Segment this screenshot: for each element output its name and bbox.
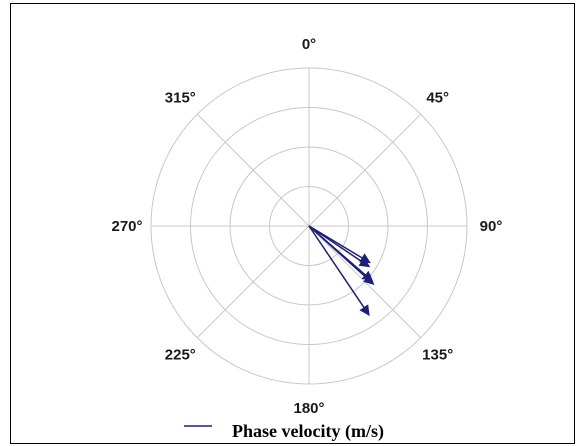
angle-tick-label: 180° <box>293 400 324 417</box>
angle-tick-label: 45° <box>426 89 449 106</box>
chart-frame <box>10 3 575 444</box>
angle-tick-label: 225° <box>165 347 196 364</box>
velocity-arrow <box>308 225 375 285</box>
grid-spoke <box>196 113 310 227</box>
angle-tick-label: 135° <box>422 347 453 364</box>
velocity-arrow <box>308 225 370 316</box>
angle-tick-label: 315° <box>165 89 196 106</box>
legend-label: Phase velocity (m/s) <box>232 421 384 442</box>
legend: Phase velocity (m/s) <box>184 421 384 442</box>
phase-velocity-series <box>308 225 375 316</box>
angle-tick-label: 0° <box>302 36 316 53</box>
velocity-arrow <box>308 225 371 268</box>
grid-spoke <box>196 225 310 339</box>
angle-tick-label: 270° <box>111 218 142 235</box>
angle-tick-label: 90° <box>480 218 503 235</box>
grid-spoke <box>308 225 422 339</box>
angle-labels: 0° 45° 90° 135° 180° 225° 270° 315° <box>111 36 502 417</box>
grid-spoke <box>308 113 422 227</box>
